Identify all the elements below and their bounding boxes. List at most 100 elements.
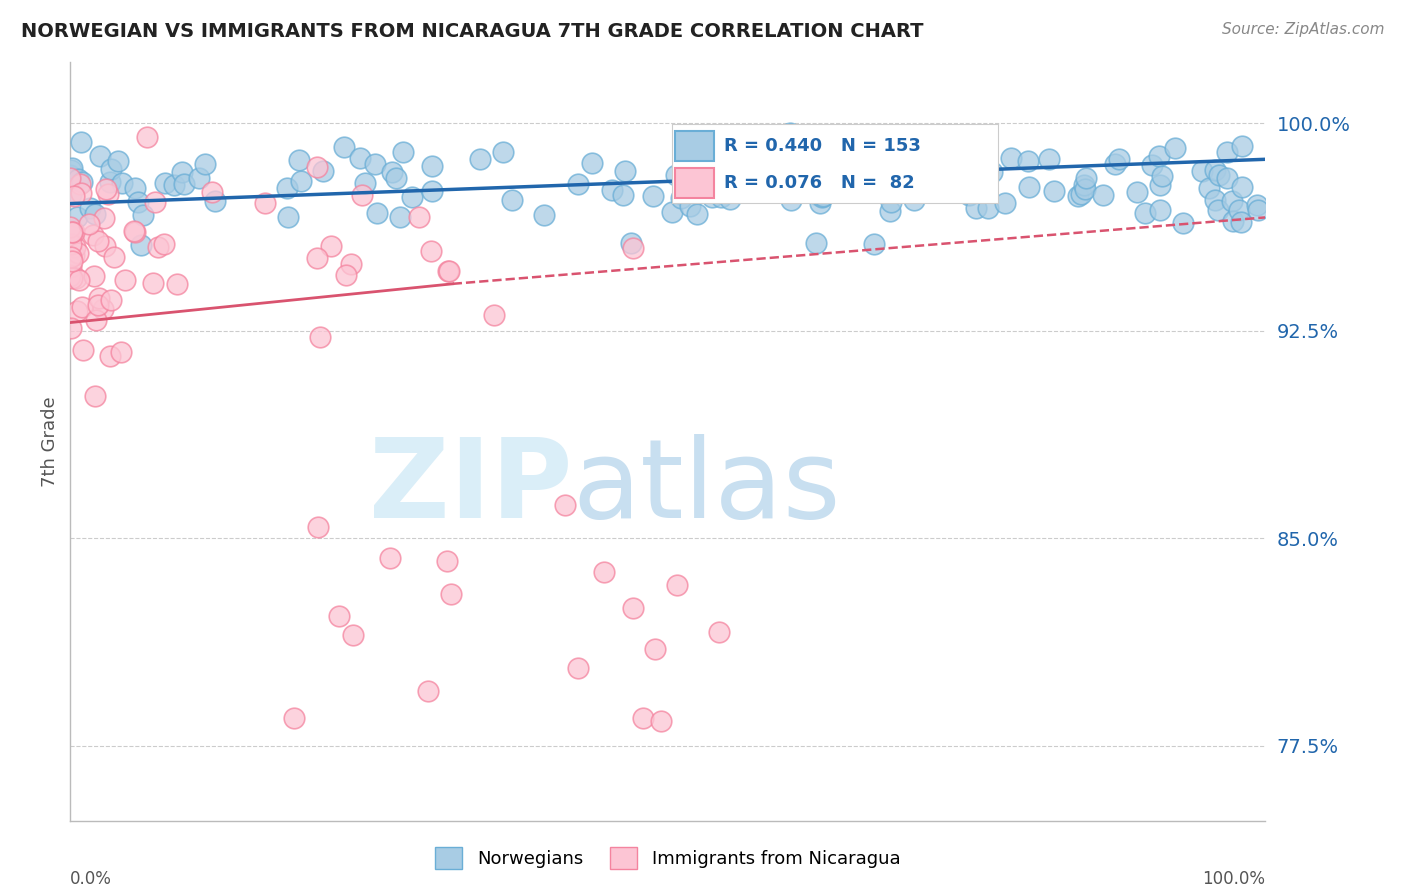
Point: [60, 161, 83, 176]
Text: atlas: atlas: [572, 434, 841, 541]
Point: [114, 273, 136, 287]
Point: [62, 188, 84, 202]
Point: [942, 162, 965, 177]
Point: [501, 193, 523, 207]
Point: [807, 187, 830, 202]
Point: [366, 206, 388, 220]
Point: [60, 186, 83, 201]
Point: [786, 182, 808, 196]
Point: [436, 263, 458, 277]
Point: [87, 234, 110, 248]
Point: [93, 211, 115, 225]
Point: [132, 208, 155, 222]
Point: [287, 153, 309, 167]
Point: [83, 207, 105, 221]
Point: [977, 201, 1000, 215]
Point: [333, 140, 356, 154]
Point: [437, 264, 460, 278]
Point: [60, 271, 83, 285]
Point: [173, 178, 195, 192]
Point: [100, 349, 122, 363]
Point: [1230, 180, 1253, 194]
Point: [69, 177, 91, 191]
Point: [696, 181, 718, 195]
Point: [693, 175, 716, 189]
Point: [328, 608, 350, 623]
Point: [756, 183, 779, 197]
Point: [124, 225, 146, 239]
Point: [153, 237, 176, 252]
Point: [389, 211, 412, 225]
Point: [1043, 184, 1066, 198]
Point: [533, 208, 555, 222]
Point: [720, 192, 742, 206]
FancyBboxPatch shape: [675, 169, 714, 198]
Point: [60, 223, 83, 237]
Point: [620, 235, 643, 250]
Point: [779, 157, 801, 171]
Point: [633, 711, 655, 725]
Point: [796, 165, 818, 179]
Point: [678, 199, 700, 213]
Point: [939, 179, 962, 194]
Point: [319, 238, 342, 252]
Point: [665, 168, 688, 182]
Point: [1142, 158, 1164, 172]
Point: [1070, 187, 1092, 202]
Point: [146, 240, 169, 254]
Point: [716, 177, 738, 191]
Point: [91, 301, 114, 316]
Point: [82, 227, 104, 242]
Point: [876, 168, 898, 182]
Point: [436, 553, 458, 567]
Point: [418, 683, 440, 698]
Point: [67, 246, 90, 260]
Point: [70, 300, 93, 314]
Point: [305, 160, 328, 174]
Point: [887, 158, 910, 172]
Point: [704, 183, 727, 197]
Point: [650, 714, 672, 728]
Point: [1216, 170, 1239, 185]
Point: [60, 321, 83, 335]
Point: [107, 153, 129, 168]
Point: [643, 189, 665, 203]
Point: [554, 498, 576, 512]
Point: [59, 162, 82, 177]
Point: [621, 600, 644, 615]
Point: [1227, 202, 1250, 217]
Point: [60, 237, 83, 252]
Point: [876, 174, 898, 188]
Text: NORWEGIAN VS IMMIGRANTS FROM NICARAGUA 7TH GRADE CORRELATION CHART: NORWEGIAN VS IMMIGRANTS FROM NICARAGUA 7…: [21, 22, 924, 41]
Point: [612, 188, 634, 202]
Point: [364, 157, 387, 171]
Point: [669, 191, 692, 205]
Point: [100, 162, 122, 177]
Point: [600, 183, 623, 197]
Point: [110, 345, 132, 359]
Point: [97, 186, 120, 201]
Point: [686, 207, 709, 221]
Point: [60, 225, 83, 239]
Point: [66, 304, 89, 318]
Point: [1208, 168, 1230, 182]
Point: [59, 172, 82, 186]
Point: [702, 189, 724, 203]
Point: [349, 151, 371, 165]
Point: [755, 168, 778, 182]
Point: [981, 165, 1004, 179]
Point: [1073, 178, 1095, 192]
Point: [63, 225, 86, 239]
Point: [644, 642, 666, 657]
Point: [1171, 216, 1194, 230]
Point: [717, 162, 740, 177]
Point: [93, 239, 115, 253]
Point: [127, 195, 149, 210]
Point: [592, 565, 614, 579]
Point: [468, 153, 491, 167]
Point: [187, 170, 209, 185]
Text: R = 0.076   N =  82: R = 0.076 N = 82: [724, 175, 914, 193]
Point: [392, 145, 415, 159]
Point: [63, 240, 86, 254]
Point: [59, 250, 82, 264]
